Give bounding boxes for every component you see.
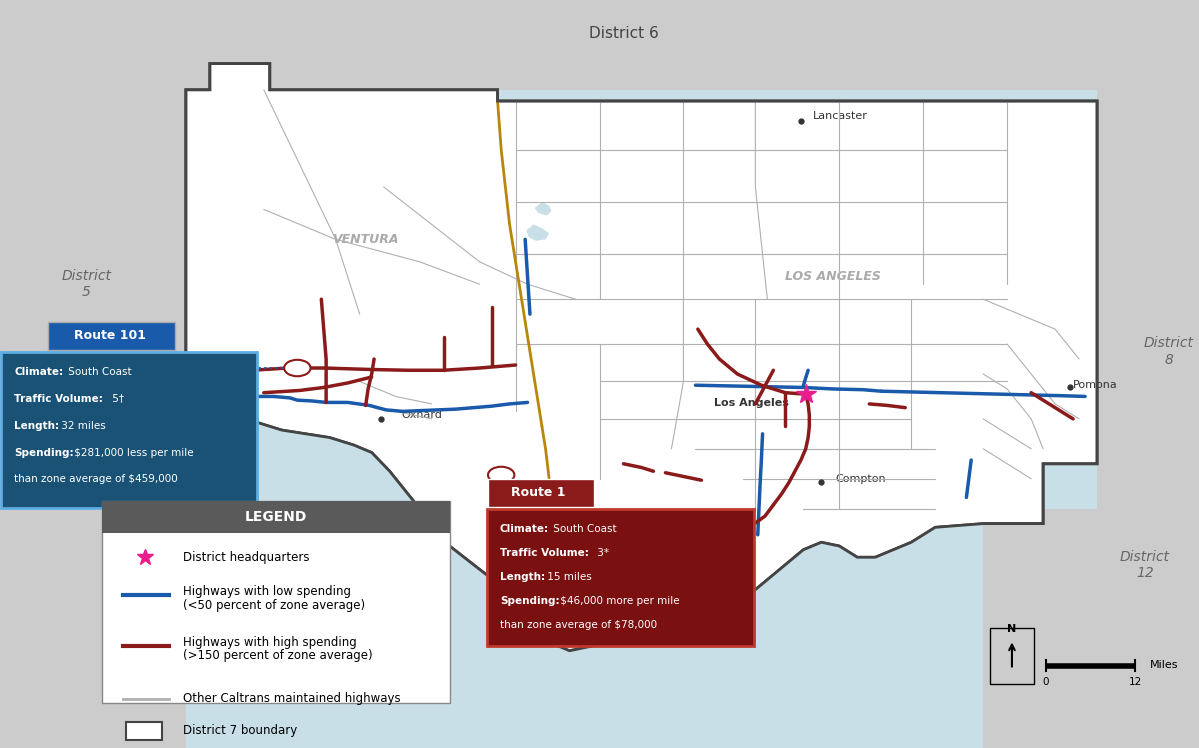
Text: District
5: District 5 [61, 269, 112, 299]
Text: Compton: Compton [836, 473, 886, 484]
FancyBboxPatch shape [488, 479, 594, 507]
Text: 12: 12 [1128, 677, 1143, 687]
FancyBboxPatch shape [126, 722, 162, 740]
Polygon shape [535, 202, 552, 215]
Text: 3*: 3* [595, 548, 609, 558]
Text: LEGEND: LEGEND [245, 510, 307, 524]
Text: Miles: Miles [1150, 660, 1179, 670]
Text: 32 miles: 32 miles [59, 420, 107, 431]
Text: 15 miles: 15 miles [544, 571, 592, 582]
Text: than zone average of $459,000: than zone average of $459,000 [14, 474, 179, 485]
FancyBboxPatch shape [487, 509, 754, 646]
Bar [0, 0, 186, 748]
Text: District headquarters: District headquarters [183, 551, 311, 564]
Text: District
8: District 8 [1144, 337, 1194, 367]
Circle shape [284, 360, 311, 376]
Text: Los Angeles: Los Angeles [715, 398, 789, 408]
Circle shape [488, 467, 514, 483]
Text: $281,000 less per mile: $281,000 less per mile [71, 447, 194, 458]
Text: $46,000 more per mile: $46,000 more per mile [556, 595, 680, 606]
FancyBboxPatch shape [48, 322, 175, 350]
Bar [1097, 0, 1199, 748]
Bar [186, 0, 1199, 90]
Text: South Coast: South Coast [550, 524, 617, 534]
Text: (>150 percent of zone average): (>150 percent of zone average) [183, 649, 373, 663]
Text: District 6: District 6 [589, 26, 658, 41]
Text: than zone average of $78,000: than zone average of $78,000 [500, 619, 657, 630]
Text: VENTURA: VENTURA [332, 233, 399, 246]
Text: Spending:: Spending: [500, 595, 560, 606]
Text: N: N [1007, 625, 1017, 634]
Text: Length:: Length: [500, 571, 546, 582]
Text: LOS ANGELES: LOS ANGELES [785, 270, 881, 283]
Text: 0: 0 [1042, 677, 1049, 687]
Text: District 7 boundary: District 7 boundary [183, 724, 297, 738]
FancyBboxPatch shape [102, 501, 450, 533]
Text: Pomona: Pomona [1073, 380, 1117, 390]
Text: Route 1: Route 1 [511, 486, 566, 500]
Text: Climate:: Climate: [500, 524, 549, 534]
Bar [983, 509, 1097, 748]
Text: South Coast: South Coast [65, 367, 132, 377]
Text: Climate:: Climate: [14, 367, 64, 377]
Polygon shape [186, 415, 983, 748]
Text: Length:: Length: [14, 420, 60, 431]
Text: Lancaster: Lancaster [813, 111, 868, 121]
Text: Oxnard: Oxnard [402, 410, 442, 420]
Text: 5†: 5† [109, 393, 123, 404]
FancyBboxPatch shape [102, 501, 450, 703]
Text: Spending:: Spending: [14, 447, 74, 458]
Text: Traffic Volume:: Traffic Volume: [14, 393, 103, 404]
Text: District
12: District 12 [1120, 550, 1170, 580]
Text: (<50 percent of zone average): (<50 percent of zone average) [183, 598, 366, 612]
Text: Highways with high spending: Highways with high spending [183, 636, 357, 649]
Polygon shape [186, 64, 1097, 651]
FancyBboxPatch shape [1, 352, 257, 508]
Text: Other Caltrans maintained highways: Other Caltrans maintained highways [183, 692, 402, 705]
Text: Traffic Volume:: Traffic Volume: [500, 548, 589, 558]
Text: Route 101: Route 101 [74, 329, 146, 343]
Polygon shape [526, 224, 549, 241]
Text: Highways with low spending: Highways with low spending [183, 585, 351, 598]
